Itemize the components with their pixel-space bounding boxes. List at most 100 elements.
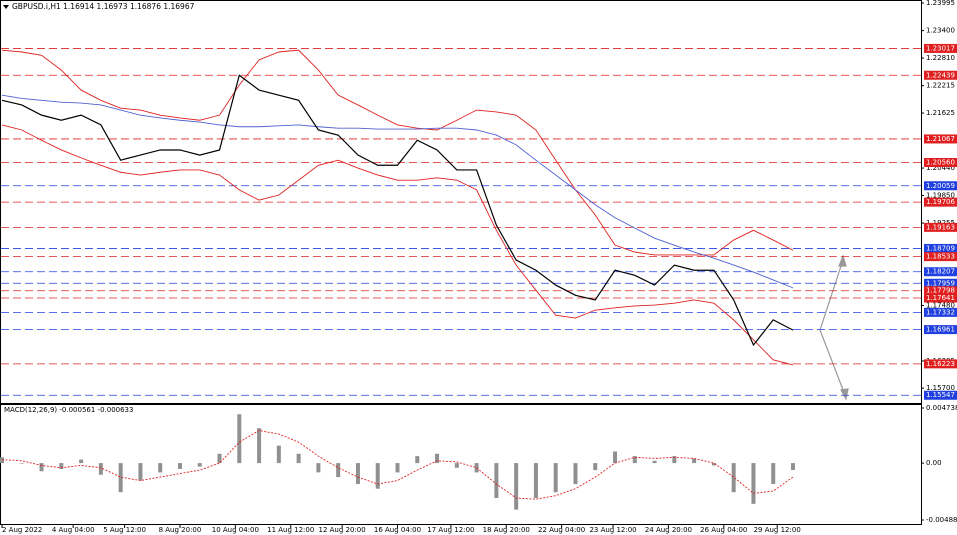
macd-bar	[59, 463, 64, 469]
x-tick-label: 29 Aug 12:00	[754, 526, 801, 534]
macd-bar	[474, 463, 479, 473]
level-label: 1.18533	[926, 253, 955, 261]
macd-bar	[652, 460, 657, 464]
macd-bar	[791, 463, 795, 471]
level-label: 1.16223	[926, 360, 955, 368]
macd-bar	[395, 463, 400, 473]
level-label-bg	[924, 390, 957, 400]
macd-bar	[217, 453, 222, 464]
macd-bar	[0, 457, 4, 464]
level-label-bg	[924, 70, 957, 80]
macd-bar	[98, 463, 103, 475]
macd-bar	[138, 463, 143, 481]
level-label-bg	[924, 286, 957, 296]
series-line	[1, 49, 794, 256]
x-tick-label: 18 Aug 20:00	[483, 526, 530, 534]
level-label: 1.18709	[926, 244, 955, 252]
series-line	[1, 124, 794, 366]
level-label: 1.23017	[926, 44, 955, 52]
price-panel	[0, 0, 922, 404]
macd-bar	[692, 458, 697, 464]
macd-bar	[19, 463, 24, 464]
x-tick-label: 10 Aug 04:00	[212, 526, 259, 534]
level-label-bg	[924, 293, 957, 303]
level-label: 1.19706	[926, 198, 955, 206]
macd-bar	[613, 451, 618, 464]
macd-bar	[276, 445, 281, 464]
macd-bar	[177, 463, 182, 469]
macd-bar	[316, 463, 321, 473]
x-tick-label: 8 Aug 20:00	[159, 526, 202, 534]
menu-arrow[interactable]	[3, 5, 9, 9]
series-line	[1, 430, 794, 500]
level-label: 1.17641	[926, 294, 955, 302]
macd-bar	[553, 463, 558, 493]
level-label-bg	[924, 158, 957, 167]
macd-bar	[118, 463, 123, 493]
level-label: 1.17798	[926, 287, 955, 295]
x-tick-label: 16 Aug 04:00	[374, 526, 421, 534]
level-label: 1.17959	[926, 279, 955, 287]
macd-bar	[296, 453, 301, 464]
x-tick-label: 11 Aug 12:00	[267, 526, 314, 534]
level-label-bg	[924, 267, 957, 277]
y-tick-label: 1.23400	[926, 27, 955, 35]
macd-bar	[751, 463, 756, 504]
level-label-bg	[924, 43, 957, 53]
level-label-bg	[924, 222, 957, 232]
level-label-bg	[924, 197, 957, 207]
level-label-bg	[924, 359, 957, 369]
level-label: 1.21067	[926, 135, 955, 143]
level-label: 1.15547	[926, 391, 955, 399]
level-label: 1.16961	[926, 326, 955, 334]
x-tick-label: 26 Aug 04:00	[700, 526, 747, 534]
level-label: 1.17332	[926, 308, 955, 316]
y-tick-label: 1.23995	[926, 0, 955, 7]
series-line	[1, 74, 794, 347]
x-tick-label: 12 Aug 20:00	[319, 526, 366, 534]
macd-bar	[435, 453, 440, 464]
macd-bar	[237, 414, 242, 464]
macd-bar	[355, 463, 360, 485]
y-tick-label: -0.004889	[926, 516, 957, 524]
macd-bar	[573, 463, 578, 485]
macd-bar	[336, 463, 341, 478]
level-label-bg	[924, 134, 957, 144]
y-tick-label: 1.19850	[926, 191, 955, 199]
level-label-bg	[924, 252, 957, 262]
x-tick-label: 23 Aug 12:00	[589, 526, 636, 534]
level-label-bg	[924, 278, 957, 288]
macd-bar	[632, 456, 637, 464]
macd-bar	[415, 456, 420, 464]
macd-panel	[0, 404, 922, 525]
x-tick-label: 5 Aug 12:00	[103, 526, 146, 534]
x-tick-label: 17 Aug 12:00	[427, 526, 474, 534]
y-tick-label: 1.20440	[926, 164, 955, 172]
series-line	[1, 94, 794, 289]
macd-bar	[158, 463, 163, 473]
y-tick-label: 1.22215	[926, 82, 955, 90]
macd-title: MACD(12,26,9) -0.000561 -0.000633	[4, 406, 133, 414]
macd-bar	[514, 463, 519, 510]
forecast-arrows	[819, 254, 849, 401]
macd-bar	[79, 459, 84, 464]
y-tick-label: 1.21625	[926, 109, 955, 117]
x-tick-label: 22 Aug 04:00	[538, 526, 585, 534]
macd-bar	[257, 428, 262, 464]
y-tick-label: 1.22810	[926, 54, 955, 62]
y-tick-label: 0.004738	[926, 404, 957, 412]
level-label: 1.22439	[926, 71, 955, 79]
macd-bar	[197, 463, 202, 467]
level-label: 1.20059	[926, 182, 955, 190]
macd-bar	[771, 463, 776, 485]
level-label-bg	[924, 325, 957, 335]
macd-bar	[39, 463, 44, 472]
y-tick-label: 1.15700	[926, 384, 955, 392]
chart-title: GBPUSD.i,H1 1.16914 1.16973 1.16876 1.16…	[12, 2, 195, 11]
x-tick-label: 4 Aug 04:00	[52, 526, 95, 534]
x-tick-label: 2 Aug 2022	[2, 526, 42, 534]
macd-bar	[593, 463, 598, 471]
macd-bar	[454, 463, 459, 468]
